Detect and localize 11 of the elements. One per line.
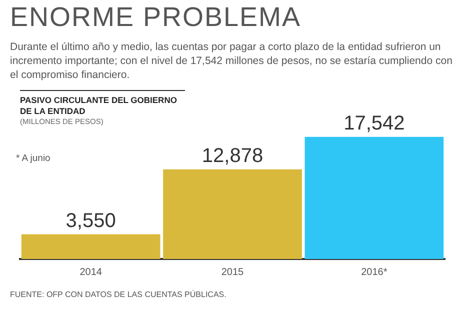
chart-subtitle: Durante el último año y medio, las cuentas por pagar a corto plazo de la entidad sufrieron un incremento importante; con el nivel de 17,542 millones de pesos, no se estaría cumpliendo con el compromiso financiero. (10, 40, 454, 82)
y-axis-title: PASIVO CIRCULANTE DEL GOBIERNO DE LA ENTIDAD (20, 95, 178, 117)
x-tick-label: 2015 (221, 266, 244, 278)
data-label: 3,550 (66, 210, 116, 232)
chart-title: ENORME PROBLEMA (10, 2, 302, 33)
source-note: FUENTE: OFP CON DATOS DE LAS CUENTAS PÚBLICAS. (10, 290, 226, 299)
x-tick-label: 2014 (80, 266, 102, 278)
x-tick-label: 2016* (361, 266, 388, 278)
data-label: 12,878 (202, 144, 264, 167)
data-label: 17,542 (344, 112, 405, 134)
annotation: * A junio (16, 153, 50, 164)
